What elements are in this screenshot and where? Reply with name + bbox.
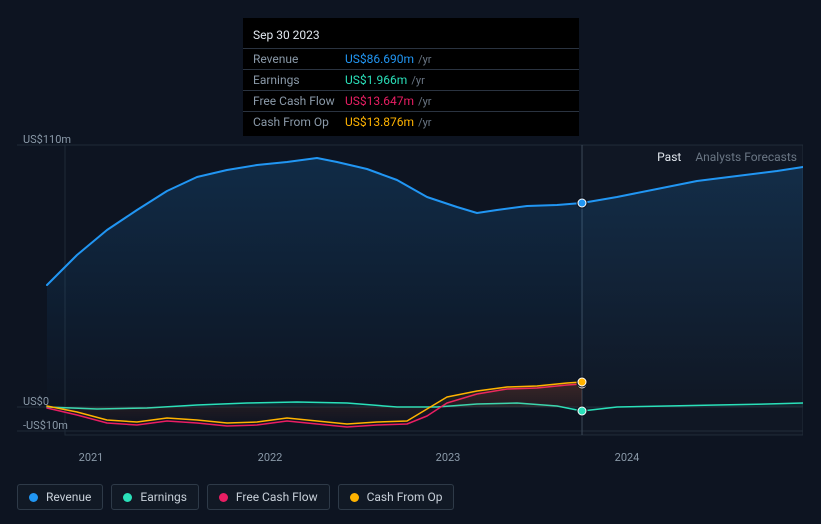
tooltip-label-fcf: Free Cash Flow bbox=[253, 94, 345, 108]
legend-label: Earnings bbox=[140, 490, 187, 504]
tooltip-label-earnings: Earnings bbox=[253, 73, 345, 87]
legend-dot-icon bbox=[350, 493, 359, 502]
legend-label: Cash From Op bbox=[367, 490, 443, 504]
tooltip-unit: /yr bbox=[418, 95, 431, 108]
financials-chart[interactable]: US$110m US$0 -US$10m 2021 2022 2023 2024 bbox=[17, 125, 803, 465]
tooltip-row: Earnings US$1.966m /yr bbox=[243, 69, 579, 90]
y-axis-label: US$0 bbox=[23, 395, 49, 408]
chart-tooltip: Sep 30 2023 Revenue US$86.690m /yr Earni… bbox=[243, 18, 579, 136]
tooltip-unit: /yr bbox=[418, 53, 431, 66]
tooltip-label-cfo: Cash From Op bbox=[253, 115, 345, 129]
tooltip-label-revenue: Revenue bbox=[253, 52, 345, 66]
legend-label: Revenue bbox=[46, 490, 91, 504]
tooltip-unit: /yr bbox=[411, 74, 424, 87]
tooltip-row: Cash From Op US$13.876m /yr bbox=[243, 111, 579, 132]
tooltip-value-fcf: US$13.647m bbox=[345, 94, 414, 108]
tooltip-row: Free Cash Flow US$13.647m /yr bbox=[243, 90, 579, 111]
legend-item-fcf[interactable]: Free Cash Flow bbox=[207, 484, 330, 510]
y-axis-label: -US$10m bbox=[23, 419, 68, 432]
legend-dot-icon bbox=[219, 493, 228, 502]
tooltip-row: Revenue US$86.690m /yr bbox=[243, 48, 579, 69]
legend-item-revenue[interactable]: Revenue bbox=[17, 484, 103, 510]
time-range-toggle[interactable]: Past Analysts Forecasts bbox=[657, 150, 797, 164]
tooltip-value-cfo: US$13.876m bbox=[345, 115, 414, 129]
legend-dot-icon bbox=[29, 493, 38, 502]
toggle-forecasts[interactable]: Analysts Forecasts bbox=[695, 150, 797, 164]
y-axis-label: US$110m bbox=[23, 133, 71, 146]
chart-legend: Revenue Earnings Free Cash Flow Cash Fro… bbox=[17, 484, 454, 510]
legend-dot-icon bbox=[123, 493, 132, 502]
tooltip-value-earnings: US$1.966m bbox=[345, 73, 407, 87]
x-axis-label: 2024 bbox=[615, 451, 640, 464]
tooltip-value-revenue: US$86.690m bbox=[345, 52, 414, 66]
toggle-past[interactable]: Past bbox=[657, 150, 681, 164]
x-axis-label: 2021 bbox=[79, 451, 104, 464]
tooltip-date: Sep 30 2023 bbox=[243, 26, 579, 48]
tooltip-unit: /yr bbox=[418, 116, 431, 129]
legend-label: Free Cash Flow bbox=[236, 490, 318, 504]
legend-item-cfo[interactable]: Cash From Op bbox=[338, 484, 455, 510]
x-axis-label: 2023 bbox=[436, 451, 461, 464]
legend-item-earnings[interactable]: Earnings bbox=[111, 484, 199, 510]
chart-svg bbox=[17, 125, 803, 465]
x-axis-label: 2022 bbox=[258, 451, 283, 464]
